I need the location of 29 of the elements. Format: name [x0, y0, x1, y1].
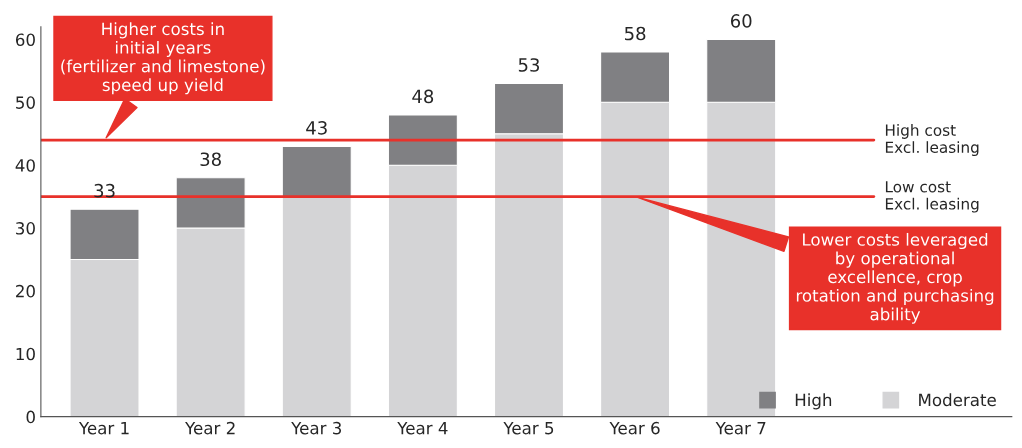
y-tick-label: 40 [15, 159, 35, 172]
bar [281, 145, 352, 198]
total-label: 33 [94, 183, 115, 198]
x-tick-label: Year 2 [185, 421, 235, 435]
ref-line-label: High cost Excl. leasing [885, 124, 979, 156]
x-tick-label: Year 4 [397, 422, 448, 435]
x-tick-label: Year 6 [609, 421, 660, 435]
y-tick-label: 0 [26, 410, 35, 424]
bar [281, 196, 352, 417]
y-tick-label: 60 [15, 33, 35, 47]
ref-line-label: Low cost Excl. leasing [885, 181, 979, 213]
legend-label: High [795, 393, 832, 410]
x-tick-label: Year 5 [503, 422, 554, 435]
y-tick-label: 50 [16, 96, 35, 109]
y-tick-label: 30 [16, 222, 35, 235]
total-label: 38 [200, 152, 221, 167]
x-tick-label: Year 7 [715, 422, 766, 435]
x-tick-label: Year 1 [78, 422, 129, 435]
annotation: Lower costs leveraged by operational excellence, crop rotation and purchasing ability [796, 232, 994, 324]
annotation: Higher costs in initial years (fertilizer and limestone) speed up yield [61, 22, 265, 95]
legend-label: Moderate [919, 393, 996, 407]
total-label: 58 [625, 26, 646, 41]
x-tick-label: Year 3 [291, 421, 342, 435]
total-label: 53 [518, 58, 540, 72]
y-tick-label: 10 [16, 347, 35, 361]
total-label: 48 [412, 89, 434, 104]
total-label: 60 [730, 14, 752, 28]
y-tick-label: 20 [16, 284, 35, 298]
total-label: 43 [306, 120, 327, 135]
